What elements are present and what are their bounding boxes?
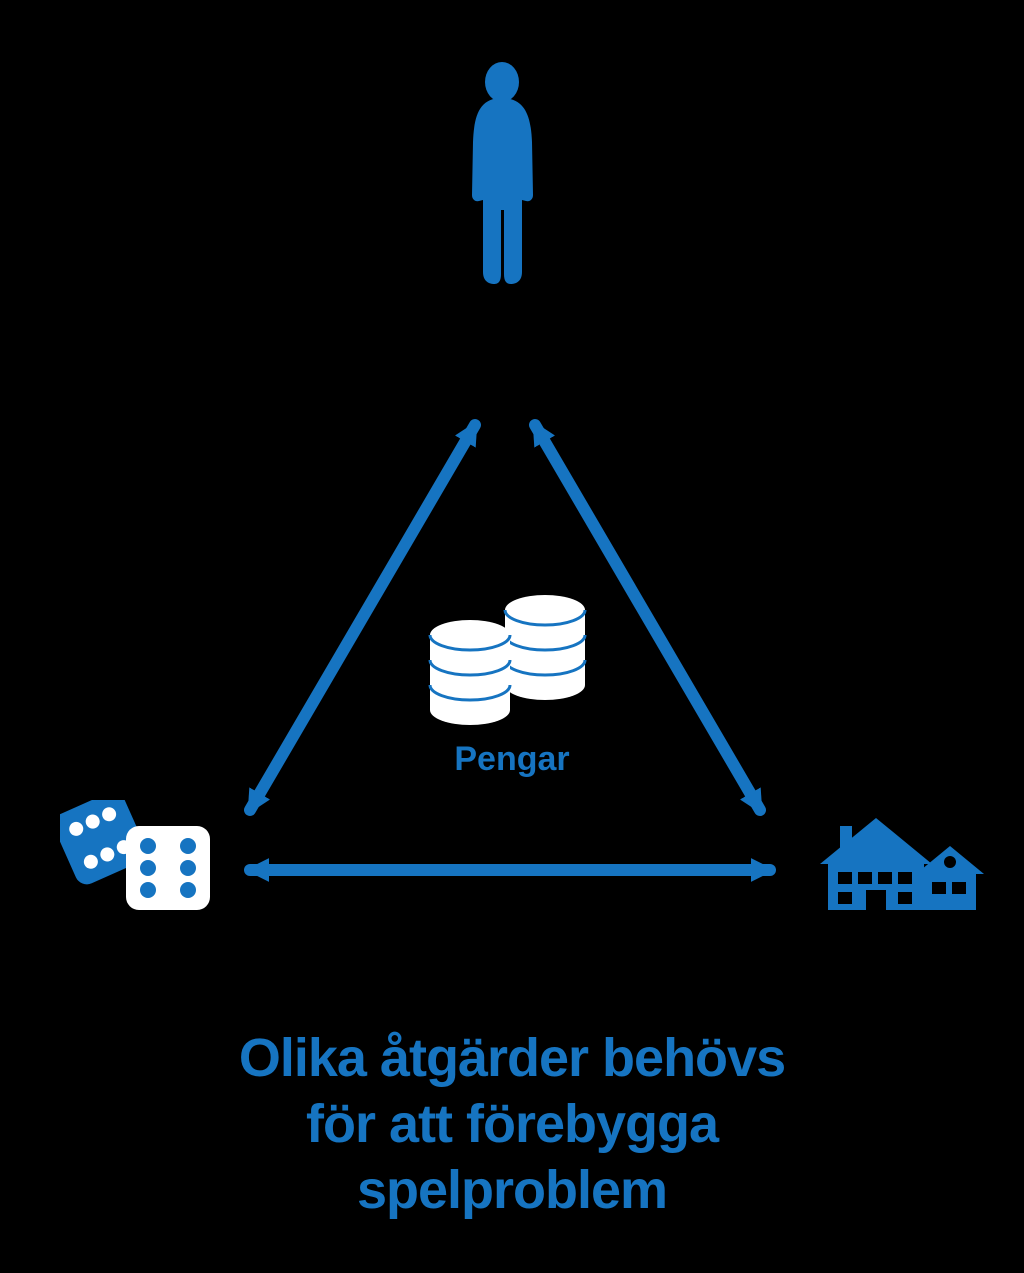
diagram-stage: Pengar xyxy=(0,0,1024,1273)
money-label: Pengar xyxy=(0,740,1024,779)
caption-text: Olika åtgärder behövsför att förebyggasp… xyxy=(0,1025,1024,1223)
house-icon xyxy=(820,800,985,920)
coins-icon xyxy=(420,580,595,735)
dice-icon xyxy=(60,800,220,920)
person-icon xyxy=(460,60,545,295)
